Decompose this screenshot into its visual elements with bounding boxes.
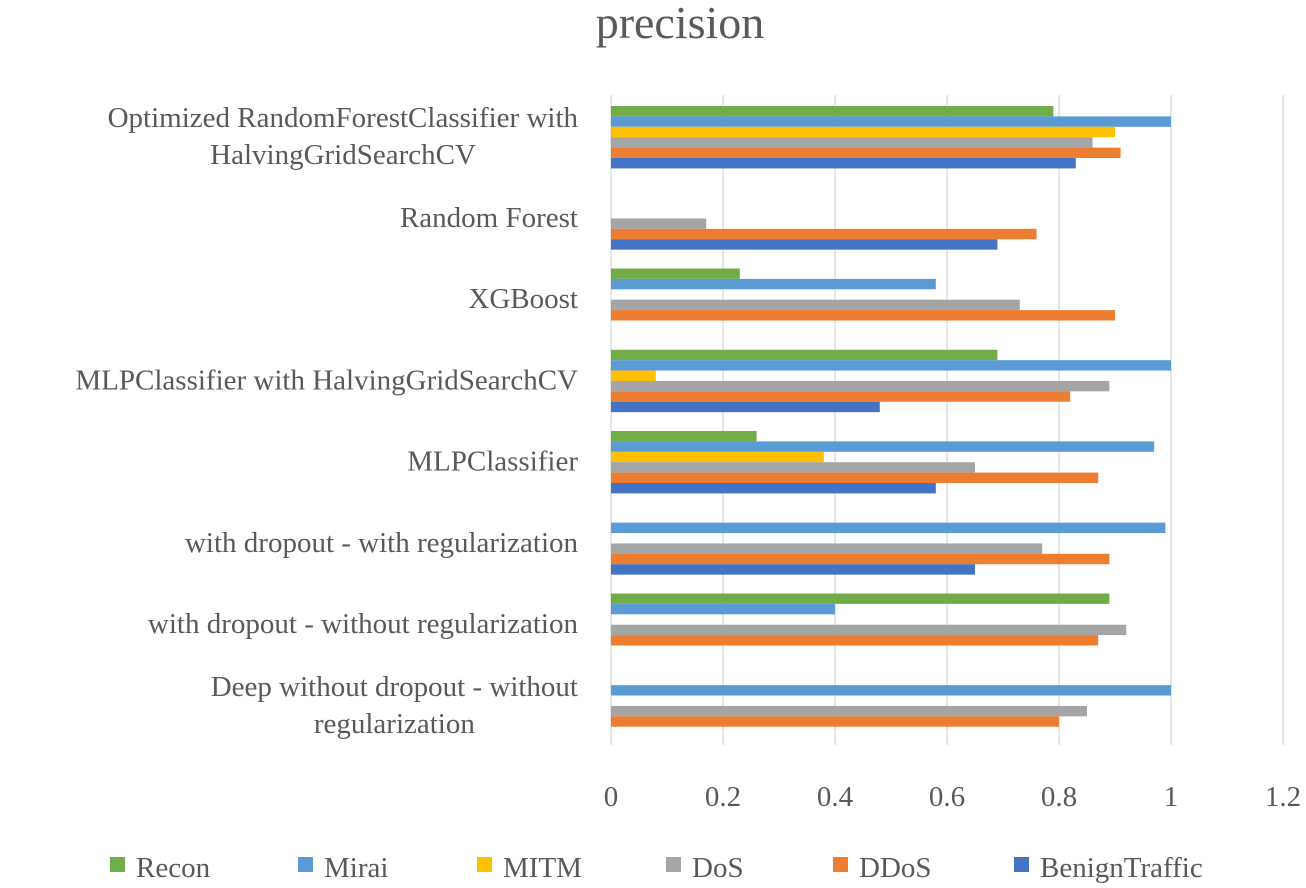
category-label: XGBoost [468,283,578,315]
legend-swatch-recon [110,857,125,872]
x-tick-label: 0.6 [929,781,965,813]
legend-label: MITM [503,852,582,884]
bar-mitm [611,370,656,381]
category-label: MLPClassifier [407,446,578,478]
bar-ddos [611,472,1099,483]
x-tick-label: 0.4 [817,781,854,813]
bar-ddos [611,228,1037,240]
bar-dos [611,380,1110,392]
grid-lines [610,95,1284,745]
legend-label: DDoS [859,852,932,884]
category-label: with dropout - with regularization [185,527,579,559]
bar-mirai [611,441,1155,452]
bar-dos [611,137,1093,148]
bar-dos [611,299,1020,311]
bar-recon [611,431,757,442]
bar-mirai [611,360,1171,371]
bar-ddos [611,635,1099,646]
bar-ddos [611,553,1110,565]
legend-label: BenignTraffic [1040,852,1203,884]
bar-benigntraffic [611,401,880,413]
bar-dos [611,705,1087,717]
category-label: with dropout - without regularization [148,608,579,640]
bar-dos [611,218,707,229]
category-label: regularization [314,708,476,740]
legend: Recon Mirai MITM DoS DDoS BenignTraffic [110,852,1203,884]
legend-label: DoS [692,852,744,884]
legend-label: Mirai [324,852,388,884]
bar-mitm [611,451,824,463]
bar-mirai [611,685,1171,696]
bar-ddos [611,310,1115,321]
x-tick-label: 0.2 [705,781,741,813]
bar-benigntraffic [611,158,1076,169]
x-axis-ticks: 0 0.2 0.4 0.6 0.8 1 1.2 [604,781,1301,813]
legend-swatch-ddos [833,857,848,872]
x-tick-label: 1.2 [1265,781,1301,813]
legend-swatch-dos [666,857,681,872]
bar-dos [611,462,975,473]
bar-benigntraffic [611,483,936,494]
chart-title: precision [596,0,765,48]
bars [611,106,1171,727]
category-label: MLPClassifier with HalvingGridSearchCV [75,364,578,396]
x-tick-label: 0 [604,781,619,813]
bar-dos [611,624,1127,636]
bar-recon [611,593,1110,604]
bar-mitm [611,126,1115,138]
bar-benigntraffic [611,239,998,250]
x-tick-label: 1 [1164,781,1179,813]
category-label: Deep without dropout - without [211,671,578,703]
bar-ddos [611,716,1059,727]
x-tick-label: 0.8 [1041,781,1077,813]
category-label: Optimized RandomForestClassifier with [108,102,579,134]
bar-ddos [611,391,1071,402]
category-labels: Optimized RandomForestClassifier with Hal… [75,102,578,740]
legend-swatch-mitm [477,857,492,872]
legend-swatch-benigntraffic [1014,857,1029,872]
bar-mirai [611,522,1166,534]
bar-recon [611,268,740,279]
legend-swatch-mirai [298,857,313,872]
bar-ddos [611,147,1121,158]
category-label: HalvingGridSearchCV [210,139,476,171]
bar-mirai [611,116,1171,127]
category-label: Random Forest [400,202,578,234]
bar-benigntraffic [611,564,975,575]
bar-recon [611,106,1054,117]
bar-recon [611,349,998,361]
bar-mirai [611,603,835,615]
bar-mirai [611,278,936,290]
legend-label: Recon [136,852,211,884]
bar-dos [611,543,1043,554]
